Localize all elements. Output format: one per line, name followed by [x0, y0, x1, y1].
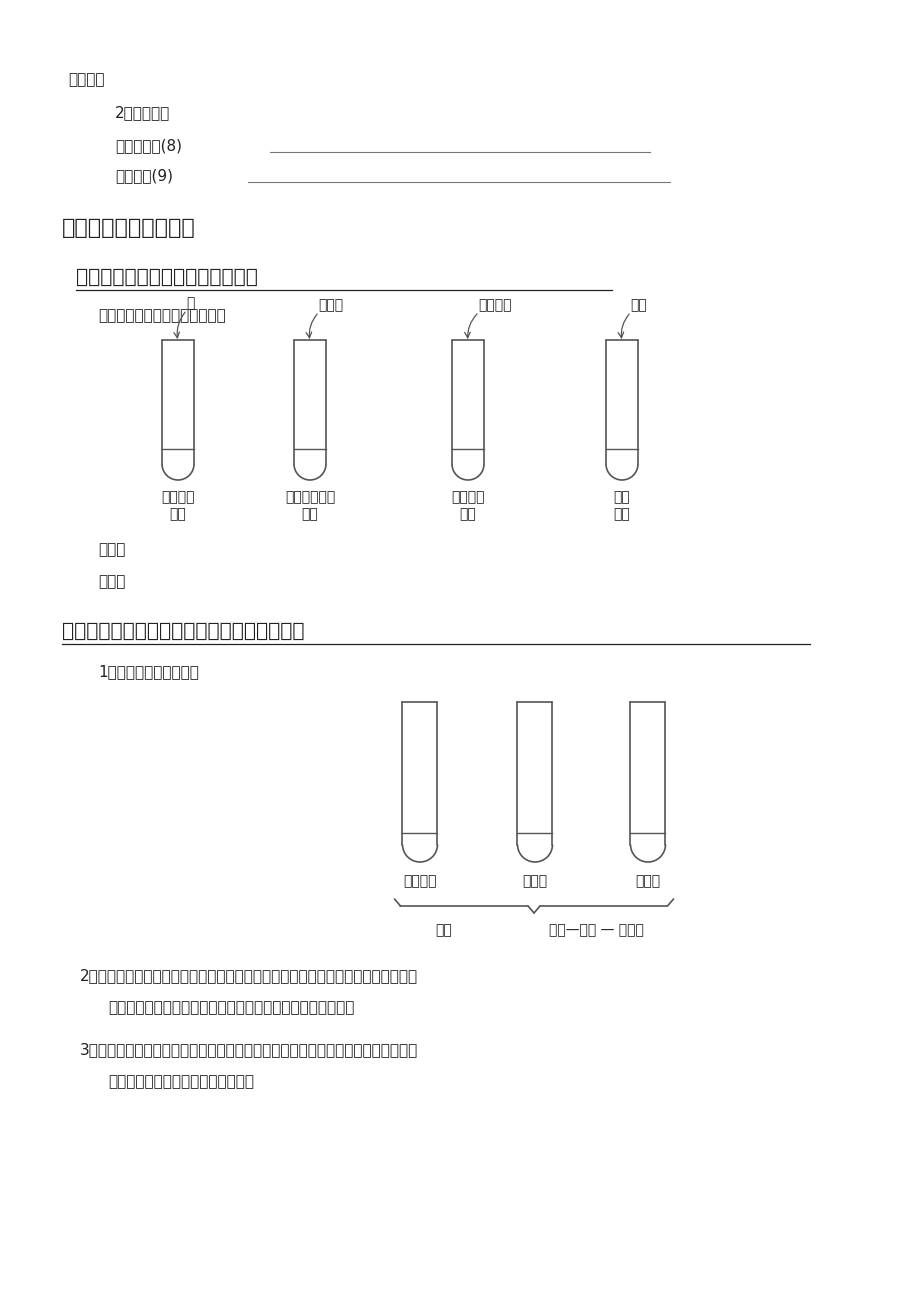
Text: 』课中互助合作探究『: 』课中互助合作探究『 [62, 217, 196, 238]
Text: 加热—冷却 — 再加热: 加热—冷却 — 再加热 [549, 923, 643, 937]
Text: 插销、插座的碎末做受热溶融实验。: 插销、插座的碎末做受热溶融实验。 [108, 1074, 254, 1088]
Text: 2、用稍加热的鐵锯条或用电烙鐵，垂上玻璃纸对塑料袋进行封口的实验，封口时塑: 2、用稍加热的鐵锯条或用电烙鐵，垂上玻璃纸对塑料袋进行封口的实验，封口时塑 [80, 967, 417, 983]
Text: 现象：: 现象： [98, 542, 125, 557]
Text: 聚氯乙烯: 聚氯乙烯 [403, 874, 437, 888]
Text: 聚丙烯: 聚丙烯 [635, 874, 660, 888]
Text: 聚苯乙烯: 聚苯乙烯 [161, 490, 195, 504]
Text: 探究实验一、高分子材料的溦解性: 探究实验一、高分子材料的溦解性 [76, 268, 257, 286]
Text: 汽油: 汽油 [630, 298, 646, 312]
Text: 聚乙烯: 聚乙烯 [522, 874, 547, 888]
Text: 粉末: 粉末 [613, 506, 630, 521]
Text: 料受热溶融，冷却后粘接，说明线型高分子材料具有热塑性。: 料受热溶融，冷却后粘接，说明线型高分子材料具有热塑性。 [108, 1000, 354, 1016]
Text: 锦纶丝: 锦纶丝 [318, 298, 343, 312]
Text: 1、组织学生观察实验：: 1、组织学生观察实验： [98, 664, 199, 680]
Text: 3、用废酚醉塑料炊具把手、插销（深色，即电木）的碎末或废脲醉树脂（浅色）的: 3、用废酚醉塑料炊具把手、插销（深色，即电木）的碎末或废脲醉树脂（浅色）的 [80, 1042, 418, 1057]
Text: 其单体为(9): 其单体为(9) [115, 168, 173, 184]
Text: 有机玻璃: 有机玻璃 [450, 490, 484, 504]
Text: 探究实验二、高分子材料在不同温度下的性能: 探究实验二、高分子材料在不同温度下的性能 [62, 622, 304, 641]
Text: 橡皮: 橡皮 [613, 490, 630, 504]
Text: 三氯甲烷: 三氯甲烷 [478, 298, 511, 312]
Text: 分别: 分别 [435, 923, 451, 937]
Text: 溶液: 溶液 [301, 506, 318, 521]
Text: 结论：: 结论： [98, 574, 125, 589]
Text: 2．天然橡胶: 2．天然橡胶 [115, 105, 170, 120]
Text: 苯: 苯 [186, 296, 194, 310]
Text: 等性能。: 等性能。 [68, 72, 105, 87]
Text: 苯酚三氯甲烷: 苯酚三氯甲烷 [285, 490, 335, 504]
Text: 结构简式为(8): 结构简式为(8) [115, 138, 182, 154]
Text: 粉末: 粉末 [460, 506, 476, 521]
Text: 组织同学观察以下四个小实验：: 组织同学观察以下四个小实验： [98, 309, 225, 323]
Text: 粉末: 粉末 [169, 506, 187, 521]
